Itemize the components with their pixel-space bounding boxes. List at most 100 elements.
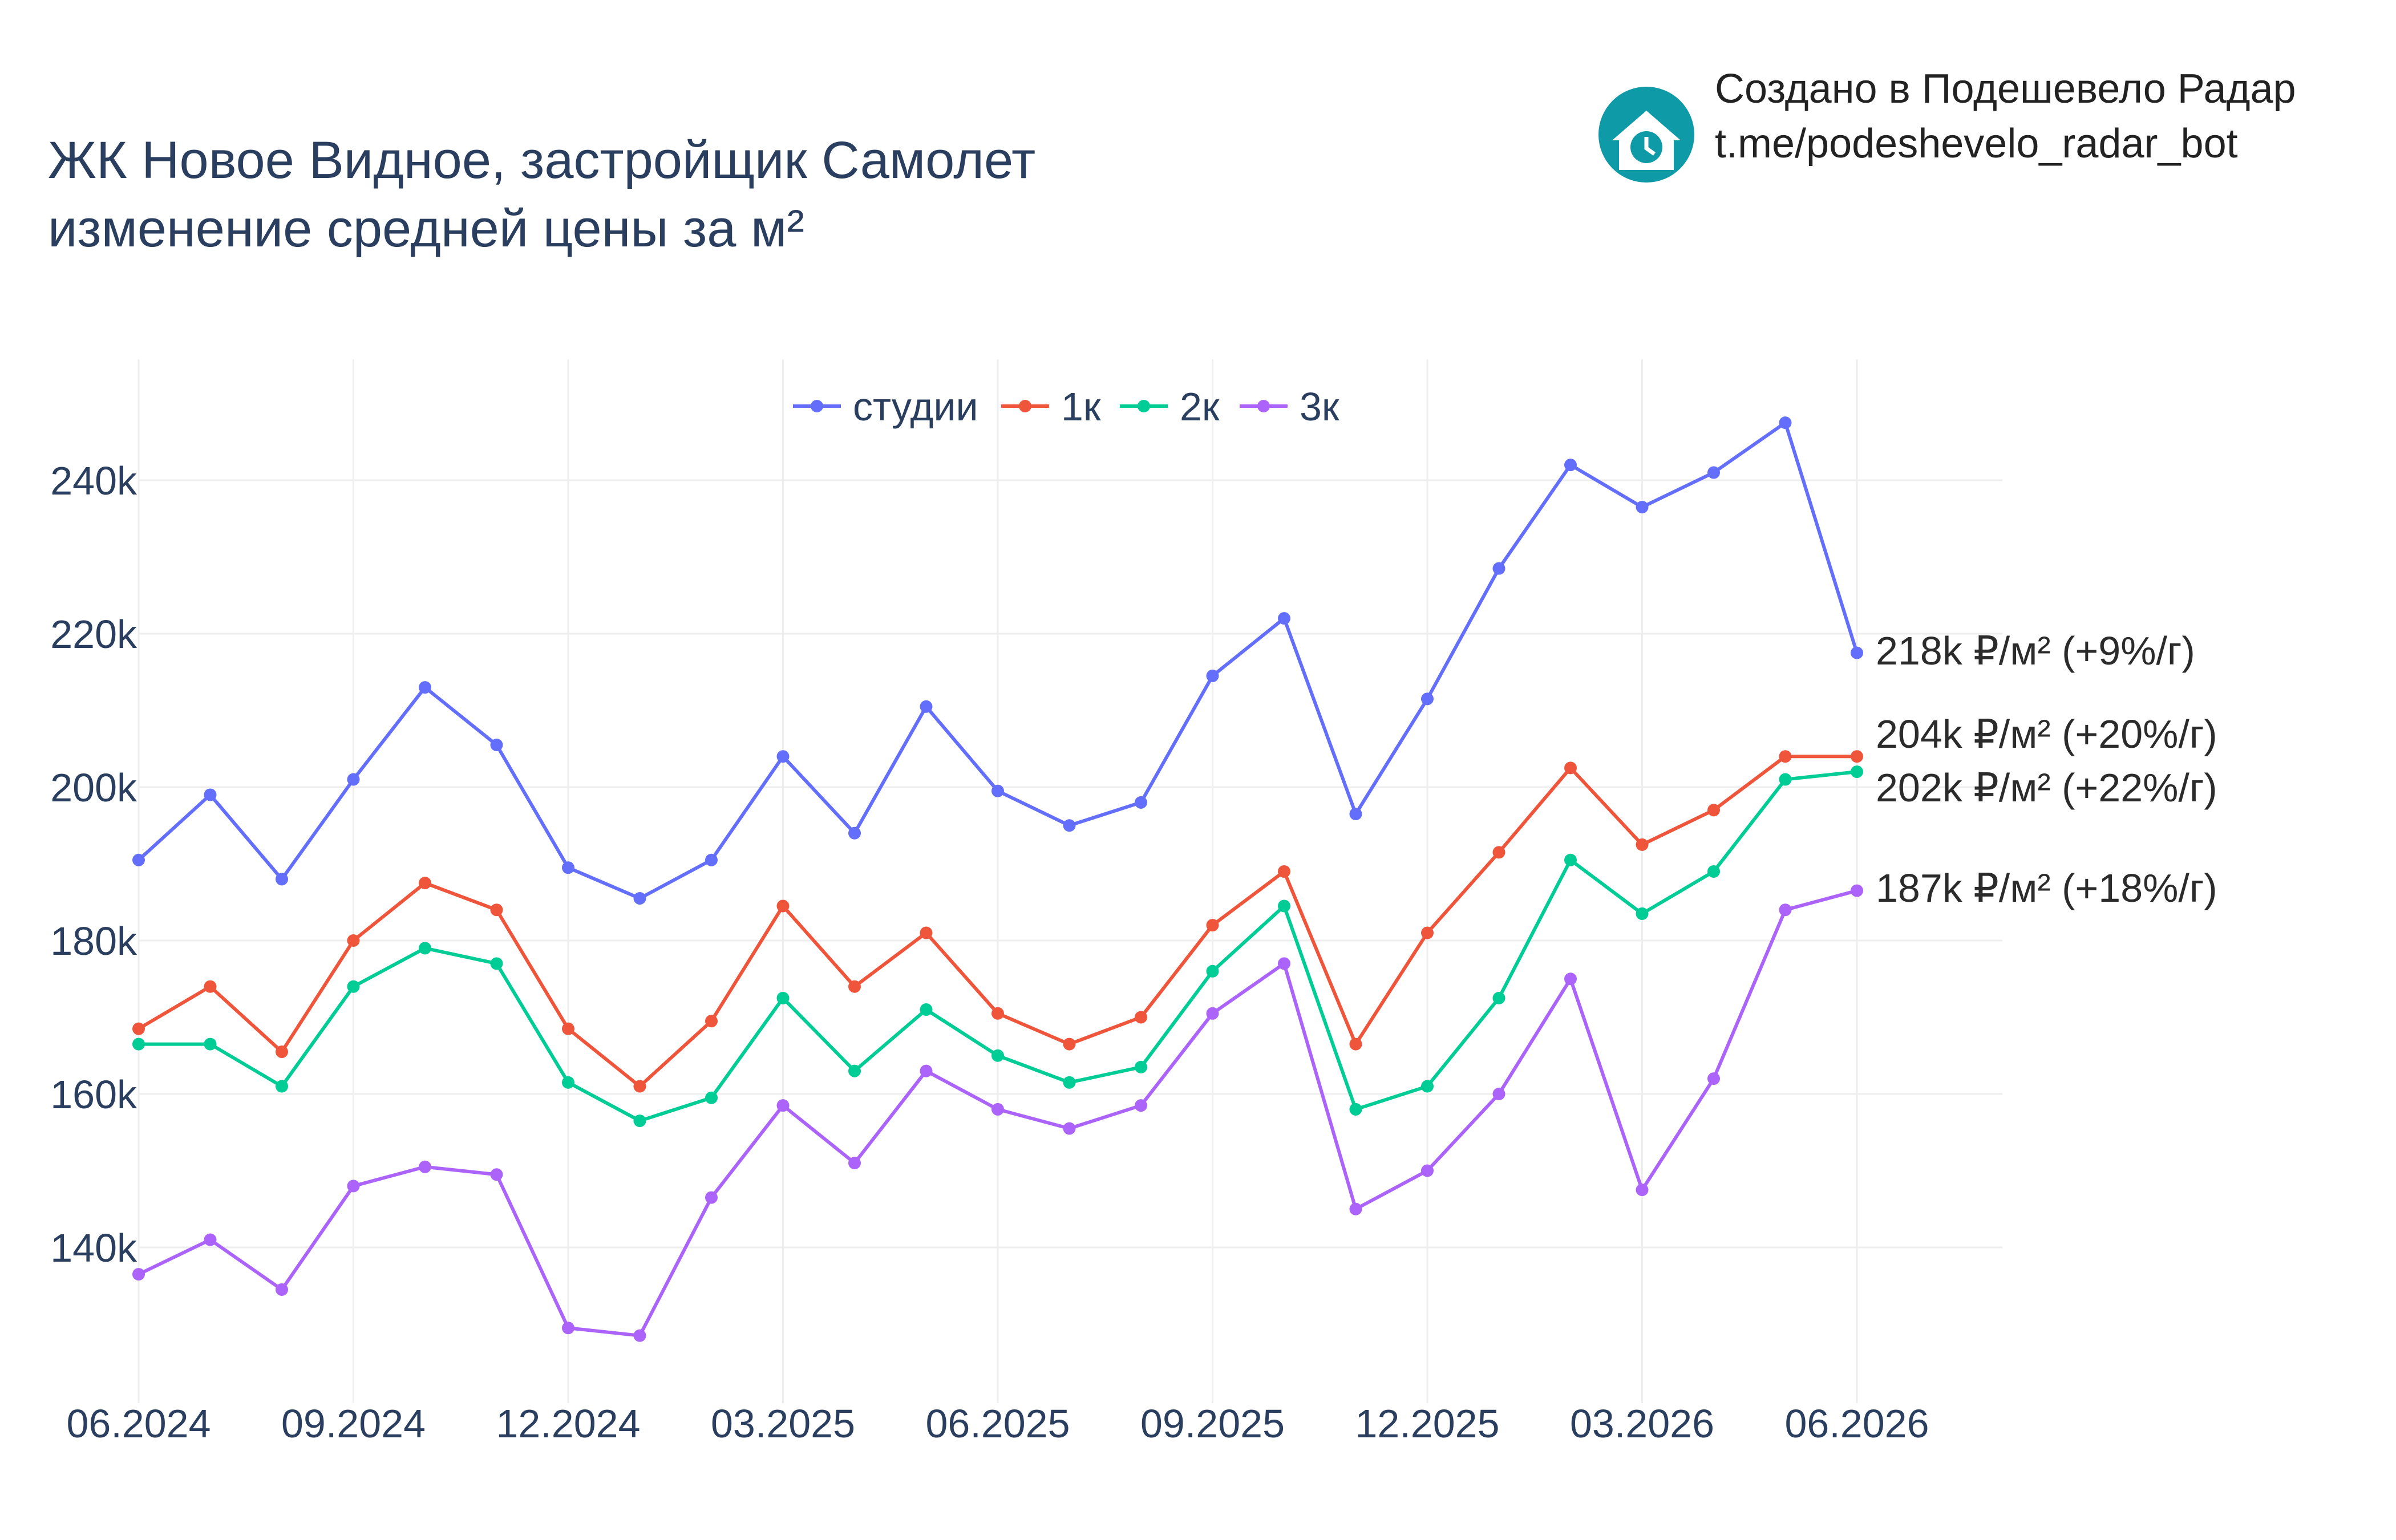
data-point[interactable] (132, 853, 145, 866)
data-point[interactable] (1421, 692, 1434, 706)
data-point[interactable] (1851, 884, 1863, 897)
data-point[interactable] (633, 1329, 646, 1342)
data-point[interactable] (1564, 761, 1577, 775)
data-point[interactable] (1707, 466, 1720, 479)
data-point[interactable] (920, 700, 933, 713)
data-point[interactable] (848, 980, 861, 993)
data-point[interactable] (1492, 991, 1505, 1004)
data-point[interactable] (1206, 669, 1219, 682)
data-point[interactable] (1851, 646, 1863, 659)
data-point[interactable] (1206, 964, 1219, 978)
data-point[interactable] (1779, 416, 1792, 429)
data-point[interactable] (1779, 773, 1792, 786)
data-point[interactable] (347, 980, 360, 993)
credit-line-2[interactable]: t.me/podeshevelo_radar_bot (1715, 121, 2238, 167)
legend-item-2[interactable]: 2к (1120, 384, 1220, 429)
data-point[interactable] (848, 826, 861, 840)
data-point[interactable] (1063, 1076, 1076, 1089)
data-point[interactable] (1564, 972, 1577, 986)
data-point[interactable] (1063, 819, 1076, 832)
data-point[interactable] (132, 1038, 145, 1051)
data-point[interactable] (132, 1022, 145, 1035)
data-point[interactable] (1063, 1122, 1076, 1135)
data-point[interactable] (132, 1268, 145, 1281)
data-point[interactable] (705, 1015, 718, 1028)
data-point[interactable] (991, 1049, 1004, 1062)
data-point[interactable] (1636, 501, 1649, 514)
data-point[interactable] (490, 1168, 503, 1181)
data-point[interactable] (705, 1091, 718, 1104)
data-point[interactable] (991, 1103, 1004, 1116)
data-point[interactable] (1564, 853, 1577, 866)
data-point[interactable] (920, 926, 933, 939)
data-point[interactable] (1063, 1038, 1076, 1051)
data-point[interactable] (920, 1064, 933, 1077)
data-point[interactable] (1135, 1099, 1147, 1112)
data-point[interactable] (1636, 907, 1649, 920)
data-point[interactable] (1278, 957, 1290, 970)
data-point[interactable] (204, 1233, 217, 1246)
data-point[interactable] (1421, 1164, 1434, 1177)
data-point[interactable] (633, 1080, 646, 1093)
data-point[interactable] (562, 1022, 574, 1035)
data-point[interactable] (705, 853, 718, 866)
data-point[interactable] (776, 899, 790, 913)
data-point[interactable] (490, 739, 503, 752)
legend-item-3[interactable]: 3к (1240, 384, 1339, 429)
data-point[interactable] (1206, 1007, 1219, 1020)
data-point[interactable] (1707, 1072, 1720, 1085)
data-point[interactable] (1492, 846, 1505, 859)
data-point[interactable] (1779, 750, 1792, 763)
data-point[interactable] (1349, 1038, 1362, 1051)
data-point[interactable] (776, 1099, 790, 1112)
data-point[interactable] (204, 980, 217, 993)
data-point[interactable] (920, 1003, 933, 1016)
data-point[interactable] (419, 942, 431, 955)
data-point[interactable] (1636, 1184, 1649, 1197)
data-point[interactable] (347, 773, 360, 786)
data-point[interactable] (1492, 1088, 1505, 1100)
data-point[interactable] (419, 877, 431, 890)
data-point[interactable] (991, 1007, 1004, 1020)
data-point[interactable] (1636, 838, 1649, 851)
data-point[interactable] (419, 681, 431, 694)
data-point[interactable] (633, 892, 646, 905)
data-point[interactable] (1135, 1060, 1147, 1073)
data-point[interactable] (1349, 1103, 1362, 1116)
data-point[interactable] (562, 861, 574, 874)
data-point[interactable] (1135, 796, 1147, 809)
data-point[interactable] (1851, 765, 1863, 779)
data-point[interactable] (848, 1157, 861, 1170)
data-point[interactable] (276, 1045, 288, 1059)
data-point[interactable] (1278, 612, 1290, 625)
data-point[interactable] (562, 1076, 574, 1089)
data-point[interactable] (1564, 459, 1577, 472)
data-point[interactable] (347, 934, 360, 947)
data-point[interactable] (848, 1064, 861, 1077)
data-point[interactable] (1851, 750, 1863, 763)
legend-item-1[interactable]: 1к (1001, 384, 1101, 429)
data-point[interactable] (776, 991, 790, 1004)
data-point[interactable] (276, 1080, 288, 1093)
data-point[interactable] (1779, 903, 1792, 917)
data-point[interactable] (1278, 899, 1290, 913)
data-point[interactable] (1421, 1080, 1434, 1093)
data-point[interactable] (204, 1038, 217, 1051)
data-point[interactable] (276, 1283, 288, 1296)
data-point[interactable] (776, 750, 790, 763)
data-point[interactable] (490, 957, 503, 970)
data-point[interactable] (562, 1322, 574, 1335)
data-point[interactable] (1421, 926, 1434, 939)
data-point[interactable] (490, 903, 503, 917)
data-point[interactable] (991, 784, 1004, 797)
data-point[interactable] (1492, 562, 1505, 575)
data-point[interactable] (633, 1115, 646, 1128)
data-point[interactable] (1206, 919, 1219, 932)
data-point[interactable] (1349, 1202, 1362, 1215)
data-point[interactable] (1349, 808, 1362, 821)
data-point[interactable] (1707, 865, 1720, 878)
data-point[interactable] (1278, 865, 1290, 878)
legend-item-0[interactable]: студии (793, 384, 978, 429)
data-point[interactable] (1707, 804, 1720, 817)
data-point[interactable] (347, 1180, 360, 1193)
